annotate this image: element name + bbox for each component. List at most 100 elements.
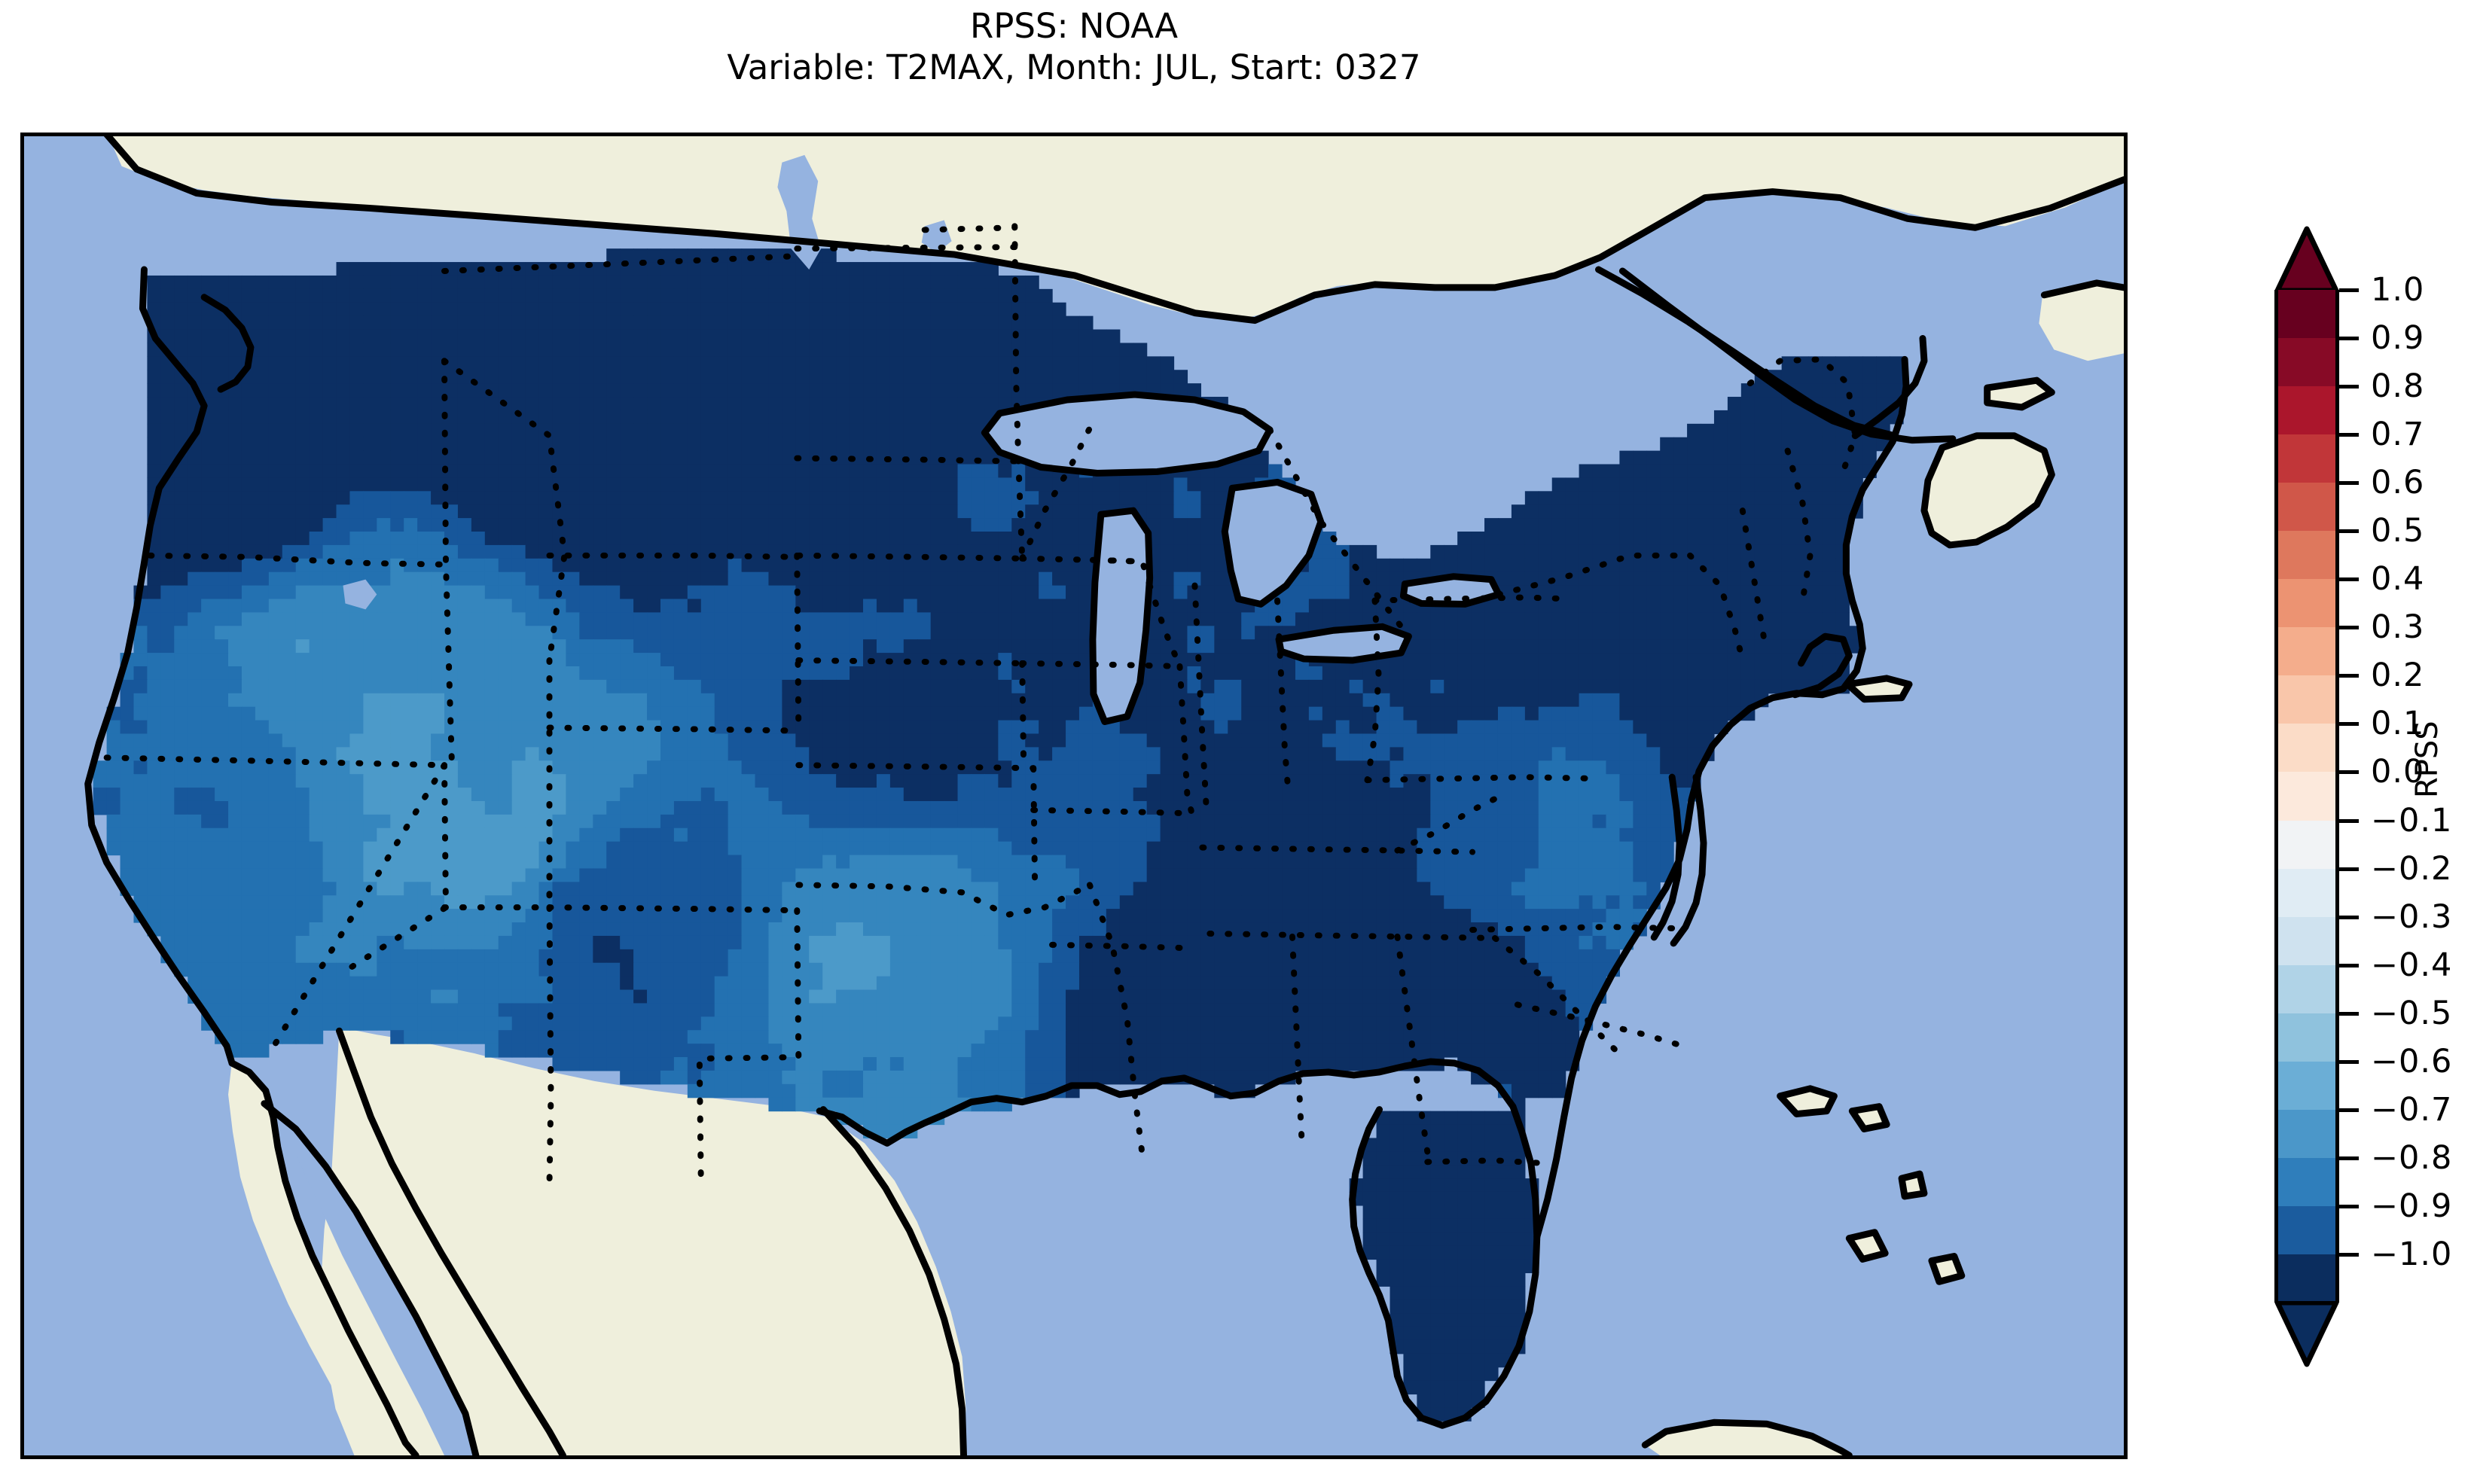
rpss-grid-cell — [1025, 612, 1039, 626]
rpss-grid-cell — [1173, 626, 1188, 640]
rpss-grid-cell — [1255, 747, 1269, 761]
rpss-grid-cell — [741, 814, 756, 829]
rpss-grid-cell — [552, 814, 567, 829]
rpss-grid-cell — [863, 370, 877, 384]
rpss-grid-cell — [201, 518, 215, 532]
rpss-grid-cell — [714, 329, 729, 344]
rpss-grid-cell — [106, 827, 121, 843]
rpss-grid-cell — [1403, 612, 1417, 626]
rpss-grid-cell — [228, 626, 243, 640]
rpss-grid-cell — [404, 383, 418, 398]
rpss-grid-cell — [768, 639, 782, 654]
rpss-grid-cell — [957, 262, 972, 276]
rpss-grid-cell — [215, 491, 229, 505]
rpss-grid-cell — [687, 383, 702, 398]
rpss-grid-cell — [1822, 612, 1836, 626]
rpss-grid-cell — [1646, 788, 1661, 802]
rpss-grid-cell — [728, 558, 743, 573]
rpss-grid-cell — [1160, 814, 1175, 829]
rpss-grid-cell — [215, 585, 229, 600]
rpss-grid-cell — [295, 288, 310, 303]
rpss-grid-cell — [809, 302, 823, 317]
rpss-grid-cell — [660, 504, 675, 519]
rpss-grid-cell — [850, 262, 864, 276]
rpss-grid-cell — [431, 679, 445, 694]
rpss-grid-cell — [930, 868, 945, 882]
rpss-grid-cell — [228, 275, 243, 290]
rpss-grid-cell — [673, 774, 688, 788]
rpss-grid-cell — [322, 491, 337, 505]
rpss-grid-cell — [1660, 437, 1674, 452]
conus-rpss-map[interactable] — [24, 136, 2124, 1455]
rpss-grid-cell — [633, 706, 648, 721]
rpss-grid-cell — [782, 343, 796, 357]
rpss-grid-cell — [538, 437, 554, 452]
rpss-grid-cell — [322, 693, 337, 708]
rpss-grid-cell — [377, 800, 391, 815]
rpss-grid-cell — [498, 760, 513, 775]
rpss-grid-cell — [363, 706, 377, 721]
rpss-grid-cell — [566, 329, 580, 344]
rpss-grid-cell — [633, 639, 648, 654]
rpss-grid-cell — [241, 383, 256, 398]
rpss-grid-cell — [687, 800, 702, 815]
rpss-grid-cell — [1551, 814, 1566, 829]
rpss-grid-cell — [1660, 679, 1674, 694]
rpss-grid-cell — [1646, 720, 1661, 735]
rpss-grid-cell — [768, 679, 782, 694]
rpss-grid-cell — [471, 518, 486, 532]
rpss-grid-cell — [255, 315, 270, 331]
map-panel[interactable] — [20, 133, 2128, 1459]
rpss-grid-cell — [606, 343, 621, 357]
rpss-grid-cell — [903, 504, 918, 519]
rpss-grid-cell — [1633, 679, 1647, 694]
rpss-grid-cell — [917, 599, 932, 613]
rpss-grid-cell — [944, 626, 959, 640]
rpss-grid-cell — [417, 599, 432, 613]
rpss-grid-cell — [836, 666, 850, 681]
rpss-grid-cell — [998, 666, 1012, 681]
rpss-grid-cell — [147, 626, 161, 640]
rpss-grid-cell — [647, 855, 661, 870]
rpss-grid-cell — [511, 315, 526, 331]
rpss-grid-cell — [850, 356, 864, 370]
rpss-grid-cell — [1511, 747, 1526, 761]
rpss-grid-cell — [1430, 733, 1444, 748]
rpss-grid-cell — [944, 841, 959, 856]
rpss-grid-cell — [1228, 827, 1242, 843]
rpss-grid-cell — [1241, 653, 1255, 667]
rpss-grid-cell — [1592, 477, 1607, 492]
rpss-grid-cell — [1025, 599, 1039, 613]
rpss-grid-cell — [1039, 343, 1053, 357]
rpss-grid-cell — [1025, 329, 1039, 344]
rpss-grid-cell — [457, 504, 472, 519]
rpss-grid-cell — [255, 706, 270, 721]
rpss-grid-cell — [1039, 356, 1053, 370]
rpss-grid-cell — [728, 315, 743, 331]
rpss-grid-cell — [1768, 477, 1783, 492]
rpss-grid-cell — [1768, 491, 1783, 505]
rpss-grid-cell — [1633, 532, 1647, 546]
rpss-grid-cell — [106, 800, 121, 815]
rpss-grid-cell — [647, 612, 661, 626]
rpss-grid-cell — [714, 302, 729, 317]
rpss-grid-cell — [782, 450, 796, 465]
rpss-grid-cell — [1768, 571, 1783, 587]
rpss-grid-cell — [917, 315, 932, 331]
rpss-grid-cell — [741, 747, 756, 761]
rpss-grid-cell — [1538, 518, 1553, 532]
rpss-grid-cell — [1808, 626, 1823, 640]
rpss-grid-cell — [174, 397, 188, 411]
rpss-grid-cell — [215, 882, 229, 896]
rpss-grid-cell — [633, 437, 648, 452]
rpss-grid-cell — [1078, 706, 1094, 721]
rpss-grid-cell — [511, 693, 526, 708]
rpss-grid-cell — [633, 315, 648, 331]
rpss-grid-cell — [889, 423, 904, 438]
rpss-grid-cell — [755, 329, 770, 344]
rpss-grid-cell — [484, 558, 499, 573]
rpss-grid-cell — [1390, 558, 1405, 573]
rpss-grid-cell — [1660, 841, 1674, 856]
rpss-grid-cell — [660, 585, 675, 600]
rpss-grid-cell — [1160, 679, 1175, 694]
